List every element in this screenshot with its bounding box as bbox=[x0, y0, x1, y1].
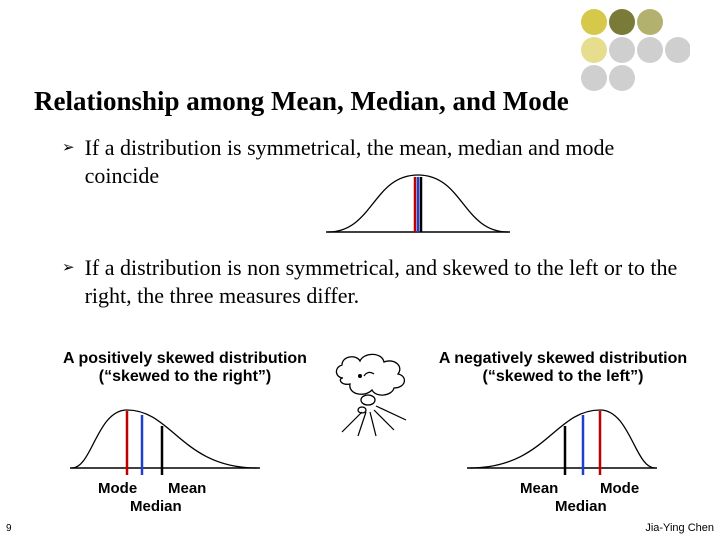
negative-skew-heading: A negatively skewed distribution (“skewe… bbox=[418, 350, 708, 386]
heading-line: (“skewed to the right”) bbox=[99, 368, 271, 385]
bullet-text: If a distribution is non symmetrical, an… bbox=[85, 254, 682, 309]
right-skew-median-label: Median bbox=[130, 498, 182, 515]
heading-line: A negatively skewed distribution bbox=[439, 350, 687, 367]
left-skew-chart bbox=[465, 398, 665, 478]
decorative-dots bbox=[580, 8, 690, 98]
bullet-marker-icon: ➢ bbox=[62, 258, 75, 276]
left-skew-mean-label: Mean bbox=[520, 480, 558, 497]
positive-skew-heading: A positively skewed distribution (“skewe… bbox=[40, 350, 330, 386]
bullet-marker-icon: ➢ bbox=[62, 138, 75, 156]
left-skew-median-label: Median bbox=[555, 498, 607, 515]
right-skew-mode-label: Mode bbox=[98, 480, 137, 497]
thought-cloud-icon bbox=[328, 348, 428, 438]
page-number: 9 bbox=[6, 523, 12, 534]
right-skew-mean-label: Mean bbox=[168, 480, 206, 497]
heading-line: (“skewed to the left”) bbox=[483, 368, 644, 385]
author-credit: Jia-Ying Chen bbox=[645, 522, 714, 534]
left-skew-mode-label: Mode bbox=[600, 480, 639, 497]
right-skew-chart bbox=[62, 398, 262, 478]
symmetric-distribution-chart bbox=[318, 170, 518, 240]
page-title: Relationship among Mean, Median, and Mod… bbox=[34, 86, 569, 117]
bullet-item-2: ➢ If a distribution is non symmetrical, … bbox=[62, 254, 682, 309]
heading-line: A positively skewed distribution bbox=[63, 350, 307, 367]
